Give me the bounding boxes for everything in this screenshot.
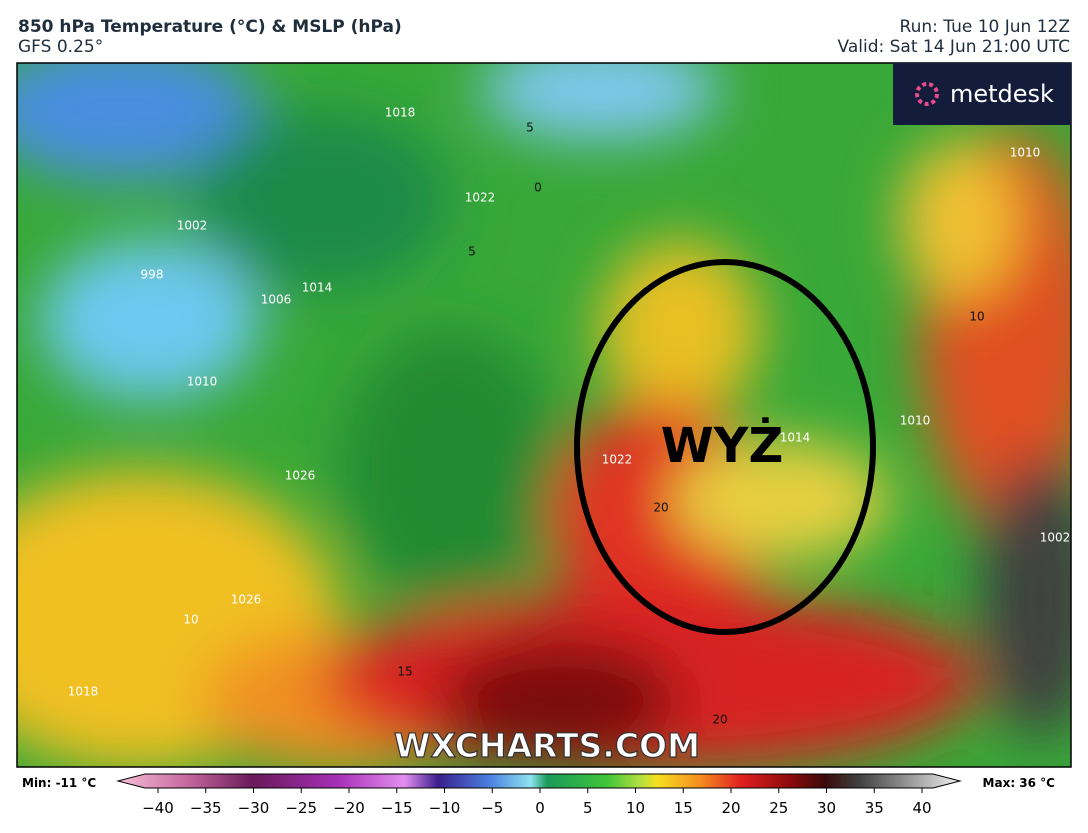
map-label: 1022 xyxy=(602,453,633,467)
map-label: 5 xyxy=(526,121,534,135)
watermark: WXCHARTS.COM xyxy=(394,726,700,765)
map-label: 5 xyxy=(468,245,476,259)
tick-label: −5 xyxy=(481,799,503,817)
map-label: 10 xyxy=(969,310,984,324)
tick-label: −40 xyxy=(142,799,174,817)
map: 1002998100610101014101810221026102610181… xyxy=(17,63,1071,767)
tick-label: 20 xyxy=(721,799,740,817)
tick-label: 10 xyxy=(626,799,645,817)
logo: metdesk xyxy=(950,80,1054,108)
map-label: 1018 xyxy=(68,685,99,699)
map-label: 1002 xyxy=(177,219,208,233)
map-label: 1010 xyxy=(1010,146,1041,160)
tick-label: 25 xyxy=(769,799,788,817)
annotation: WYŻ xyxy=(661,417,784,474)
tick-label: 0 xyxy=(535,799,545,817)
logo-icon xyxy=(915,82,939,106)
map-label: 1010 xyxy=(900,414,931,428)
tick-label: −10 xyxy=(429,799,461,817)
max-label: Max: 36 °C xyxy=(983,776,1056,790)
map-label: 1002 xyxy=(1040,531,1071,545)
map-label: 1010 xyxy=(187,375,218,389)
tick-label: 15 xyxy=(674,799,693,817)
run: Run: Tue 10 Jun 12Z xyxy=(900,17,1070,37)
map-label: 1026 xyxy=(231,593,262,607)
tick-label: 35 xyxy=(865,799,884,817)
tick-label: −35 xyxy=(190,799,222,817)
tick-label: 5 xyxy=(583,799,593,817)
tick-label: −20 xyxy=(333,799,365,817)
colorbar xyxy=(116,773,962,789)
map-label: 1022 xyxy=(465,191,496,205)
tick-label: 30 xyxy=(817,799,836,817)
map-label: 20 xyxy=(653,501,668,515)
min-label: Min: -11 °C xyxy=(22,776,96,790)
tick-label: −30 xyxy=(238,799,270,817)
map-label: 1006 xyxy=(261,293,292,307)
map-label: 998 xyxy=(141,268,164,282)
tick-label: 40 xyxy=(912,799,931,817)
map-label: 1018 xyxy=(385,106,416,120)
map-label: 10 xyxy=(183,613,198,627)
map-label: 1026 xyxy=(285,469,316,483)
model: GFS 0.25° xyxy=(18,37,103,57)
highlight-ellipse xyxy=(574,259,876,635)
map-label: 1014 xyxy=(302,281,333,295)
valid: Valid: Sat 14 Jun 21:00 UTC xyxy=(838,37,1070,57)
tick-label: −15 xyxy=(381,799,413,817)
logo-box xyxy=(893,63,1071,125)
map-label: 15 xyxy=(397,665,412,679)
map-label: 0 xyxy=(534,181,542,195)
tick-label: −25 xyxy=(285,799,317,817)
map-label: 1014 xyxy=(780,431,811,445)
title: 850 hPa Temperature (°C) & MSLP (hPa) xyxy=(18,17,402,37)
map-label: 20 xyxy=(712,713,727,727)
